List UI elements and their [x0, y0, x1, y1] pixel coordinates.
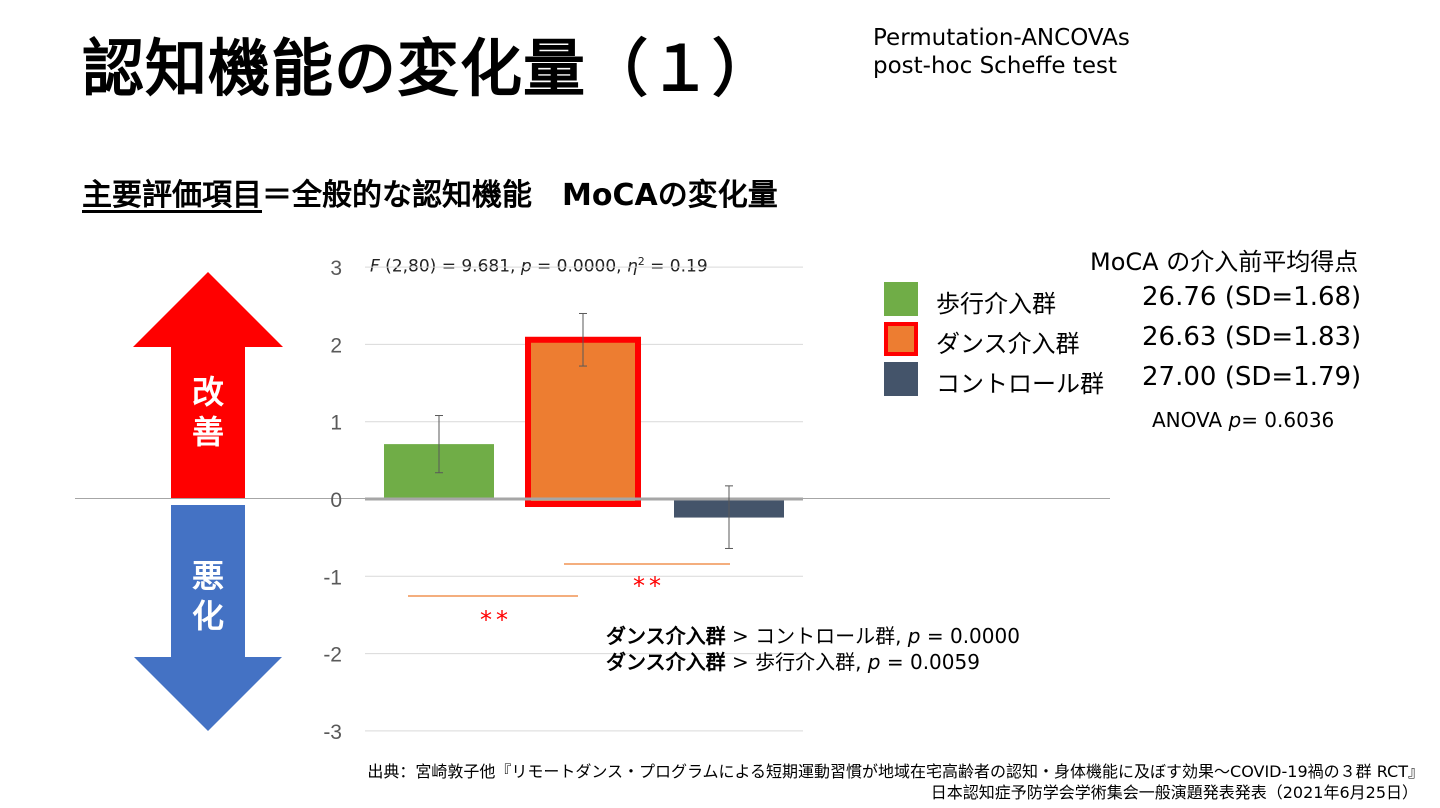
legend-value: 27.00 (SD=1.79) [1142, 362, 1362, 392]
subtitle-underlined: 主要評価項目 [82, 178, 262, 213]
improve-label-char: 改 [191, 373, 224, 411]
bar [525, 336, 641, 508]
improve-label: 改 善 [173, 372, 243, 452]
source-event: 日本認知症予防学会学術集会一般演題発表発表（2021年6月25日） [930, 783, 1418, 802]
subtitle: 主要評価項目＝全般的な認知機能 MoCAの変化量 [82, 170, 778, 214]
comparison-rest: > 歩行介入群, [725, 650, 868, 674]
comparison-group: ダンス介入群 [606, 624, 726, 648]
baseline-anova-p: ANOVA p= 0.6036 [1152, 408, 1334, 432]
legend-label: 歩行介入群 [936, 290, 1056, 318]
significance-mark: ** [480, 606, 512, 634]
legend-title: MoCA の介入前平均得点 [1090, 248, 1359, 276]
comparison-group: ダンス介入群 [606, 650, 726, 674]
legend-swatch [884, 362, 918, 396]
slide-title: 認知機能の変化量（１） [82, 32, 776, 105]
legend-value: 26.63 (SD=1.83) [1142, 322, 1362, 352]
legend-swatch [884, 282, 918, 316]
y-tick-label: -1 [323, 566, 342, 589]
eta-superscript: 2 [637, 255, 645, 268]
legend-swatch [884, 322, 918, 356]
legend-value: 26.76 (SD=1.68) [1142, 282, 1362, 312]
bar-chart: 3 2 1 0 -1 -2 -3 ** ** [323, 257, 803, 744]
comparison-line: ダンス介入群 > 歩行介入群, p = 0.0059 [606, 646, 980, 675]
comparison-p-symbol: p [907, 624, 921, 648]
improve-arrow-icon [133, 272, 283, 498]
improve-arrow-shape [133, 272, 283, 498]
legend-label: コントロール群 [936, 370, 1104, 398]
worsen-label-char: 化 [191, 597, 224, 635]
significance-mark: ** [633, 572, 665, 600]
y-tick-label: 3 [330, 257, 342, 280]
y-tick-label: 2 [330, 334, 342, 357]
comparison-p-value: = 0.0059 [880, 650, 980, 674]
comparison-p-symbol: p [867, 650, 881, 674]
legend-label: ダンス介入群 [936, 330, 1080, 358]
anova-p-symbol: p [1228, 408, 1242, 432]
stats-method-note: Permutation-ANCOVAs post-hoc Scheffe tes… [873, 24, 1130, 80]
source-citation: 出典：宮崎敦子他『リモートダンス・プログラムによる短期運動習慣が地域在宅高齢者の… [367, 762, 1424, 781]
comparison-p-value: = 0.0000 [920, 624, 1020, 648]
worsen-arrow-icon [134, 505, 282, 731]
stats-method-line: post-hoc Scheffe test [873, 53, 1118, 79]
comparison-line: ダンス介入群 > コントロール群, p = 0.0000 [606, 620, 1020, 649]
stats-method-line: Permutation-ANCOVAs [873, 25, 1130, 51]
anova-prefix: ANOVA [1152, 408, 1229, 432]
worsen-label-char: 悪 [191, 557, 224, 595]
y-tick-label: 0 [330, 489, 342, 512]
comparison-rest: > コントロール群, [725, 624, 908, 648]
anova-p-value: = 0.6036 [1241, 408, 1335, 432]
improve-label-char: 善 [191, 413, 224, 451]
y-tick-label: 1 [330, 412, 342, 435]
worsen-arrow-shape [134, 505, 282, 731]
subtitle-rest: ＝全般的な認知機能 MoCAの変化量 [262, 178, 778, 213]
worsen-label: 悪 化 [173, 556, 243, 636]
y-tick-label: -3 [323, 721, 342, 744]
y-tick-label: -2 [323, 644, 342, 667]
